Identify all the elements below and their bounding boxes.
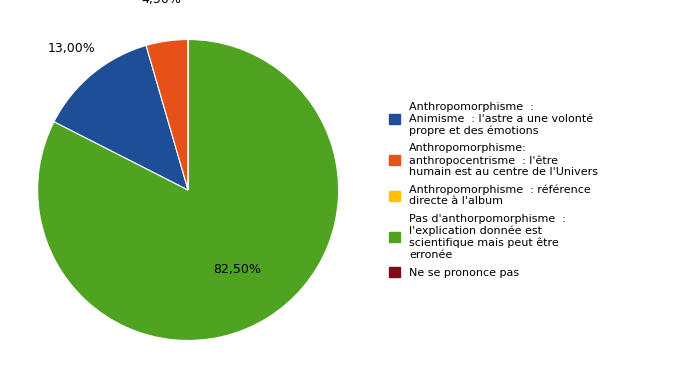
Legend: Anthropomorphisme  :
Animisme  : l'astre a une volonté
propre et des émotions, A: Anthropomorphisme : Animisme : l'astre a… xyxy=(389,102,598,278)
Text: 82,50%: 82,50% xyxy=(213,263,261,276)
Wedge shape xyxy=(38,40,339,340)
Text: 4,50%: 4,50% xyxy=(141,0,181,6)
Text: 13,00%: 13,00% xyxy=(47,42,95,55)
Wedge shape xyxy=(54,46,188,190)
Wedge shape xyxy=(146,40,188,190)
